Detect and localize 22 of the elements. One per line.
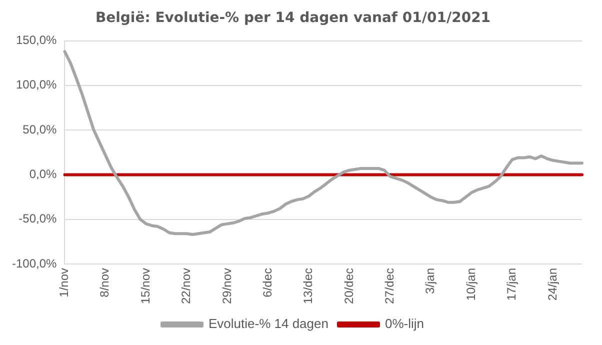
y-tick-label: -100,0% bbox=[12, 256, 58, 270]
y-tick-label: -50,0% bbox=[18, 212, 58, 226]
x-tick-label: 10/jan bbox=[464, 268, 478, 301]
x-tick-label: 24/jan bbox=[545, 268, 560, 301]
y-tick-label: 0,0% bbox=[29, 167, 58, 182]
y-tick-label: 100,0% bbox=[16, 78, 58, 92]
x-tick-label: 20/dec bbox=[342, 268, 356, 304]
x-tick-label: 22/nov bbox=[179, 268, 194, 304]
x-tick-label: 27/dec bbox=[382, 268, 397, 304]
legend-label: Evolutie-% 14 dagen bbox=[208, 316, 328, 332]
x-tick-label: 6/dec bbox=[260, 268, 274, 298]
x-tick-label: 3/jan bbox=[423, 268, 438, 294]
x-tick-label: 17/jan bbox=[504, 268, 519, 301]
x-tick-label: 1/nov bbox=[57, 268, 72, 298]
x-tick-label: 29/nov bbox=[220, 268, 234, 304]
x-tick-label: 15/nov bbox=[138, 268, 152, 304]
legend-label: 0%-lijn bbox=[384, 316, 424, 332]
y-tick-label: 150,0% bbox=[16, 33, 58, 48]
chart-title: België: Evolutie-% per 14 dagen vanaf 01/01/2021 bbox=[95, 10, 491, 26]
y-tick-label: 50,0% bbox=[22, 122, 58, 136]
x-tick-label: 13/dec bbox=[301, 268, 316, 304]
x-tick-label: 8/nov bbox=[98, 268, 112, 298]
